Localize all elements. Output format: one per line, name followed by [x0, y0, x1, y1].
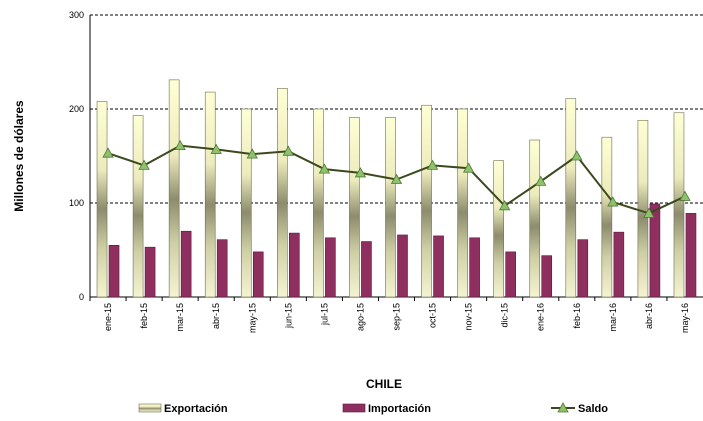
marker-saldo — [643, 207, 655, 218]
x-tick-label: ene-15 — [103, 303, 113, 331]
bar-exportacion — [313, 108, 324, 298]
x-tick-label: feb-15 — [139, 303, 149, 329]
marker-saldo — [426, 159, 439, 170]
x-tick-label: abr-16 — [644, 303, 654, 329]
x-axis-title: CHILE — [366, 377, 402, 391]
marker-saldo — [138, 159, 150, 170]
legend-label-importacion: Importación — [368, 403, 431, 415]
x-tick-label: ene-16 — [536, 303, 546, 331]
bar-exportacion — [349, 117, 360, 298]
x-tick-label: abr-15 — [211, 303, 221, 329]
bar-exportacion — [96, 101, 108, 298]
bar-importacion — [216, 239, 228, 298]
bar-exportacion — [637, 119, 649, 298]
marker-saldo — [571, 150, 583, 161]
y-axis-title: Millones de dólares — [12, 100, 26, 212]
marker-saldo — [535, 175, 547, 186]
marker-saldo — [318, 163, 331, 174]
bar-exportacion — [493, 160, 504, 298]
bar-importacion — [397, 234, 408, 298]
marker-saldo — [210, 143, 222, 154]
bar-exportacion — [601, 136, 613, 298]
bar-exportacion — [457, 108, 468, 298]
marker-saldo — [498, 199, 511, 211]
x-tick-label: nov-15 — [464, 303, 474, 331]
marker-saldo — [679, 190, 691, 201]
bar-exportacion — [565, 98, 577, 298]
x-tick-label: sep-15 — [392, 303, 402, 331]
bar-importacion — [649, 203, 661, 298]
bar-exportacion — [277, 88, 288, 298]
bar-importacion — [289, 232, 300, 298]
bar-importacion — [144, 246, 156, 298]
legend-marker-saldo — [557, 402, 569, 413]
y-tick-label: 300 — [69, 10, 84, 20]
x-tick-label: dic-15 — [500, 303, 510, 328]
legend-label-saldo: Saldo — [578, 403, 608, 415]
x-tick-label: jul-15 — [319, 303, 329, 326]
bar-importacion — [685, 213, 697, 298]
marker-saldo — [282, 145, 295, 156]
bar-importacion — [577, 239, 589, 298]
x-tick-label: feb-16 — [572, 303, 582, 329]
x-tick-label: ago-15 — [355, 303, 365, 331]
marker-saldo — [174, 139, 186, 151]
x-tick-label: jun-15 — [283, 303, 293, 329]
marker-saldo — [354, 167, 367, 178]
x-tick-label: mar-15 — [175, 303, 185, 332]
marker-saldo — [462, 162, 475, 173]
bar-importacion — [108, 245, 120, 298]
bar-exportacion — [132, 115, 144, 298]
bar-importacion — [180, 230, 192, 298]
bar-exportacion — [529, 139, 541, 298]
bar-importacion — [541, 255, 553, 298]
marker-saldo — [246, 148, 258, 159]
y-tick-label: 100 — [69, 198, 84, 208]
bar-importacion — [433, 235, 444, 298]
bar-importacion — [505, 251, 516, 298]
bar-exportacion — [168, 79, 180, 298]
marker-saldo — [102, 147, 114, 158]
marker-saldo — [390, 173, 403, 184]
y-tick-label: 0 — [79, 292, 84, 302]
marker-saldo — [607, 196, 619, 207]
bar-exportacion — [204, 91, 216, 298]
bar-importacion — [361, 241, 372, 298]
x-tick-label: may-15 — [247, 303, 257, 333]
legend: Exportación Importación Saldo — [138, 402, 608, 415]
legend-swatch-exportacion — [138, 403, 162, 413]
bar-importacion — [613, 231, 625, 298]
bar-importacion — [469, 237, 480, 298]
bar-importacion — [252, 251, 264, 298]
legend-swatch-importacion — [342, 403, 366, 413]
x-tick-label: may-16 — [680, 303, 690, 333]
bar-exportacion — [240, 108, 252, 298]
x-tick-label: oct-15 — [428, 303, 438, 328]
y-tick-label: 200 — [69, 104, 84, 114]
bar-importacion — [325, 237, 336, 298]
bar-exportacion — [385, 117, 396, 298]
bar-exportacion — [421, 104, 432, 298]
x-tick-label: mar-16 — [608, 303, 618, 332]
legend-label-exportacion: Exportación — [164, 403, 228, 415]
bar-exportacion — [673, 112, 685, 298]
